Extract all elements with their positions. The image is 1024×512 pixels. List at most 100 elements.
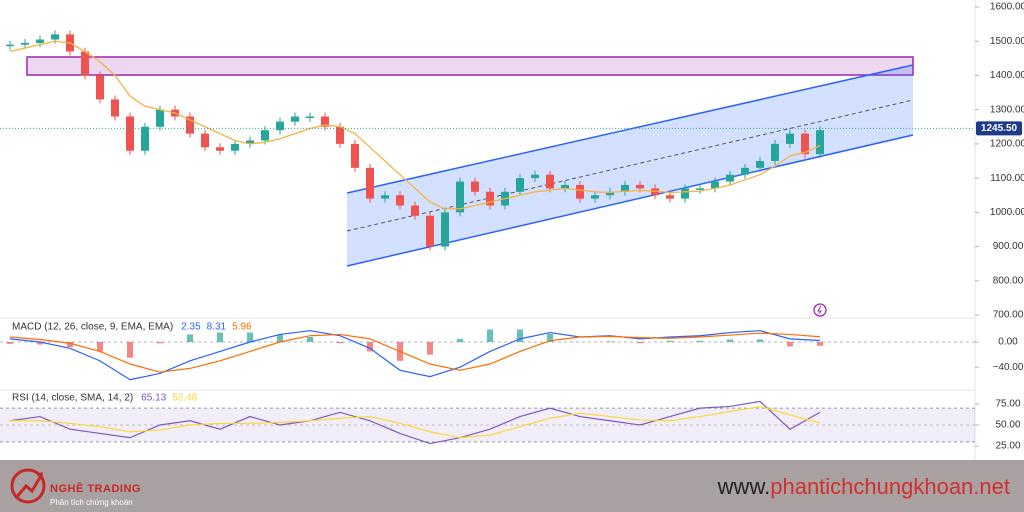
candle bbox=[516, 178, 524, 192]
histogram-bar bbox=[667, 340, 673, 342]
candle bbox=[156, 109, 164, 127]
y-tick-label: 1300.00 bbox=[990, 104, 1024, 115]
footer: NGHỀ TRADING Phân tích chứng khoán www.p… bbox=[0, 460, 1024, 512]
histogram-bar bbox=[427, 342, 433, 355]
candle bbox=[696, 188, 704, 190]
candle bbox=[726, 174, 734, 182]
candle bbox=[381, 195, 389, 199]
y-tick-label: 800.00 bbox=[993, 275, 1024, 286]
site-name: phantichchungkhoan.net bbox=[770, 474, 1010, 499]
rsi-sma bbox=[10, 405, 821, 439]
indicator-value: 52.48 bbox=[172, 393, 197, 404]
candle bbox=[651, 188, 659, 196]
histogram-bar bbox=[607, 341, 613, 342]
histogram-bar bbox=[157, 342, 163, 344]
candle bbox=[96, 75, 104, 100]
candle bbox=[636, 184, 644, 189]
price-tag: 1245.50 bbox=[981, 123, 1018, 134]
indicator-value: 2.35 bbox=[181, 322, 201, 333]
y-tick-label: 1000.00 bbox=[990, 207, 1024, 218]
logo bbox=[10, 468, 46, 504]
candle bbox=[606, 191, 614, 196]
candle bbox=[756, 161, 764, 168]
candle bbox=[786, 133, 794, 144]
candle bbox=[546, 174, 554, 189]
site-prefix: www. bbox=[717, 474, 771, 499]
histogram-bar bbox=[757, 339, 763, 342]
tagline: Phân tích chứng khoán bbox=[50, 498, 133, 507]
macd-line bbox=[9, 330, 821, 381]
resistance-zone bbox=[26, 56, 914, 76]
candle bbox=[6, 44, 14, 47]
histogram-bar bbox=[337, 342, 343, 344]
y-tick-label: 900.00 bbox=[993, 241, 1024, 252]
histogram-bar bbox=[7, 342, 13, 344]
candle bbox=[246, 140, 254, 144]
candle bbox=[411, 205, 419, 216]
candle bbox=[426, 215, 434, 247]
y-tick-label: 0.00 bbox=[998, 337, 1018, 348]
candle bbox=[771, 143, 779, 161]
histogram-bar bbox=[307, 336, 313, 342]
candle bbox=[321, 116, 329, 127]
y-tick-label: 700.00 bbox=[993, 310, 1024, 321]
channel-upper bbox=[346, 64, 914, 194]
y-tick-label: 75.00 bbox=[995, 399, 1020, 410]
candle bbox=[816, 130, 824, 155]
histogram-bar bbox=[817, 342, 823, 346]
histogram-bar bbox=[67, 342, 73, 348]
candle bbox=[36, 39, 44, 43]
indicator-title: RSI (14, close, SMA, 14, 2) bbox=[12, 393, 133, 404]
histogram-bar bbox=[37, 342, 43, 345]
candle bbox=[366, 167, 374, 199]
indicator-value: 65.13 bbox=[141, 393, 166, 404]
y-tick-label: 1500.00 bbox=[990, 36, 1024, 47]
y-tick-label: 1200.00 bbox=[990, 139, 1024, 150]
histogram-bar bbox=[247, 332, 253, 342]
indicator-value: 8.31 bbox=[207, 322, 227, 333]
candle bbox=[576, 184, 584, 199]
brand: NGHỀ TRADING bbox=[50, 483, 141, 495]
chart: 1600.00 1500.00 1400.00 1300.00 1200.00 1100.… bbox=[0, 0, 1024, 460]
signal-line bbox=[9, 332, 821, 373]
candle bbox=[81, 51, 89, 76]
candle bbox=[276, 121, 284, 131]
candle bbox=[51, 34, 59, 40]
histogram-bar bbox=[457, 338, 463, 342]
candle bbox=[741, 167, 749, 175]
candle bbox=[351, 143, 359, 168]
candle bbox=[486, 191, 494, 206]
candle bbox=[291, 116, 299, 122]
y-tick-label: 25.00 bbox=[995, 441, 1020, 452]
candle bbox=[126, 116, 134, 151]
histogram-bar bbox=[97, 342, 103, 352]
candle bbox=[456, 181, 464, 213]
candle bbox=[441, 212, 449, 247]
candle bbox=[801, 133, 809, 155]
candle bbox=[471, 181, 479, 192]
candle bbox=[621, 184, 629, 192]
indicator-value: 5.96 bbox=[232, 322, 252, 333]
candle bbox=[186, 116, 194, 134]
histogram-bar bbox=[697, 340, 703, 342]
website[interactable]: www.phantichchungkhoan.net bbox=[718, 474, 1010, 500]
moving-average bbox=[9, 40, 821, 210]
candle bbox=[396, 195, 404, 206]
candle bbox=[591, 195, 599, 199]
y-tick-label: 1600.00 bbox=[990, 2, 1024, 13]
histogram-bar bbox=[487, 329, 493, 342]
histogram-bar bbox=[637, 342, 643, 344]
histogram-bar bbox=[727, 339, 733, 342]
candle bbox=[681, 188, 689, 199]
y-tick-label: 1400.00 bbox=[990, 70, 1024, 81]
candle bbox=[561, 184, 569, 189]
alert-icon[interactable] bbox=[813, 303, 827, 317]
y-tick-label: 50.00 bbox=[995, 420, 1020, 431]
candle bbox=[261, 130, 269, 141]
candle bbox=[111, 99, 119, 117]
histogram-bar bbox=[367, 342, 373, 352]
alert-bolt bbox=[817, 305, 822, 315]
candle bbox=[201, 133, 209, 148]
candle bbox=[666, 195, 674, 199]
candle bbox=[336, 126, 344, 144]
